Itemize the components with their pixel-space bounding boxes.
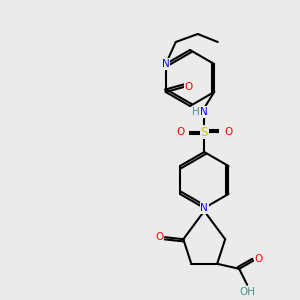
Text: S: S (201, 125, 208, 139)
Text: N: N (200, 203, 208, 213)
Text: H: H (192, 107, 200, 117)
Text: O: O (254, 254, 262, 264)
Text: O: O (224, 127, 232, 137)
Text: OH: OH (239, 287, 255, 297)
Text: N: N (200, 107, 208, 117)
Text: O: O (184, 82, 193, 92)
Text: O: O (176, 127, 184, 137)
Text: N: N (162, 59, 169, 69)
Text: O: O (155, 232, 164, 242)
